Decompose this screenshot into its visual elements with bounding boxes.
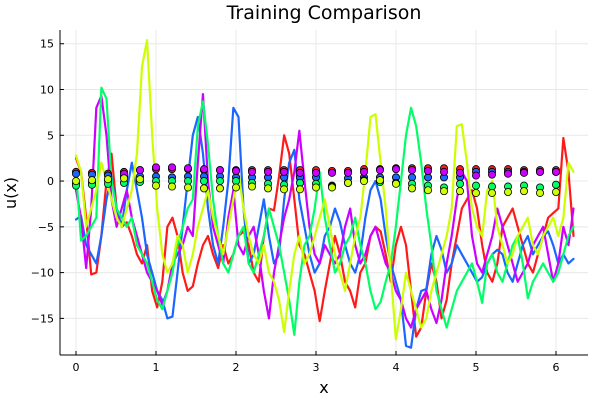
series-3-marker — [536, 167, 545, 176]
series-3-marker — [135, 166, 144, 175]
series-3-marker — [552, 167, 561, 176]
series-3-line — [74, 92, 575, 329]
series-3-marker — [455, 168, 464, 177]
series-3-marker — [343, 168, 352, 177]
series-3-marker — [199, 165, 208, 174]
x-axis-label: x — [319, 378, 328, 397]
series-3-marker — [215, 166, 224, 175]
x-tick-label: 6 — [553, 361, 560, 374]
series-5-marker — [135, 175, 144, 184]
series-5-marker — [183, 183, 192, 192]
series-5-marker — [88, 176, 97, 185]
y-tick-label: −10 — [31, 267, 54, 280]
series-3-marker — [439, 167, 448, 176]
series-3-marker — [279, 167, 288, 176]
series-4-marker — [455, 179, 464, 188]
series-3-marker — [311, 168, 320, 177]
series-3-marker — [407, 166, 416, 175]
x-tick-label: 1 — [153, 361, 160, 374]
series-2-line — [74, 106, 575, 349]
series-lines — [74, 38, 575, 349]
series-5-marker — [471, 188, 480, 197]
series-5-marker — [327, 183, 336, 192]
y-tick-label: −15 — [31, 312, 54, 325]
series-1-line — [74, 134, 575, 338]
series-3-marker — [375, 166, 384, 175]
series-3-marker — [359, 167, 368, 176]
series-3-marker — [247, 167, 256, 176]
y-tick-label: 15 — [40, 38, 54, 51]
series-5-marker — [120, 174, 129, 183]
series-5-marker — [231, 183, 240, 192]
series-5-marker — [455, 187, 464, 196]
series-5-marker — [536, 188, 545, 197]
series-3-marker — [327, 168, 336, 177]
series-3-marker — [263, 167, 272, 176]
x-tick-label: 4 — [393, 361, 400, 374]
series-5-marker — [407, 184, 416, 193]
series-5-marker — [311, 183, 320, 192]
x-tick-label: 2 — [233, 361, 240, 374]
series-5-marker — [263, 184, 272, 193]
series-4-marker — [215, 177, 224, 186]
series-5-marker — [503, 188, 512, 197]
axes: 0 1 2 3 4 5 6 −15 −10 −5 0 5 10 15 — [31, 30, 588, 374]
series-markers — [72, 163, 561, 197]
series-5-marker — [343, 178, 352, 187]
series-5-marker — [375, 176, 384, 185]
series-5-marker — [552, 188, 561, 197]
series-5-marker — [423, 186, 432, 195]
series-5-marker — [391, 179, 400, 188]
series-4-marker — [471, 181, 480, 190]
x-tick-label: 0 — [73, 361, 80, 374]
series-5-marker — [520, 187, 529, 196]
series-2-marker — [72, 169, 81, 178]
series-5-marker — [215, 184, 224, 193]
series-4-line — [74, 86, 575, 336]
series-3-marker — [151, 163, 160, 172]
x-tick-label: 3 — [313, 361, 320, 374]
series-3-marker — [167, 163, 176, 172]
series-3-marker — [423, 166, 432, 175]
series-3-marker — [295, 168, 304, 177]
series-5-marker — [151, 181, 160, 190]
series-3-marker — [391, 165, 400, 174]
series-3-marker — [231, 166, 240, 175]
series-5-marker — [439, 187, 448, 196]
series-5-marker — [104, 175, 113, 184]
series-3-marker — [471, 171, 480, 180]
series-5-marker — [72, 177, 81, 186]
x-tick-label: 5 — [473, 361, 480, 374]
y-tick-label: 5 — [47, 129, 54, 142]
series-5-marker — [247, 182, 256, 191]
y-axis-label: u(x) — [1, 177, 20, 209]
series-4-marker — [199, 177, 208, 186]
series-5-marker — [279, 185, 288, 194]
series-5-marker — [199, 184, 208, 193]
series-3-marker — [183, 164, 192, 173]
series-5-marker — [487, 188, 496, 197]
series-3-marker — [520, 168, 529, 177]
series-5-marker — [295, 185, 304, 194]
y-tick-label: 0 — [47, 175, 54, 188]
y-tick-label: −5 — [38, 221, 54, 234]
series-4-marker — [552, 180, 561, 189]
series-5-marker — [359, 177, 368, 186]
series-3-marker — [487, 170, 496, 179]
y-tick-label: 10 — [40, 84, 54, 97]
series-3-marker — [503, 169, 512, 178]
chart-title: Training Comparison — [226, 2, 422, 24]
series-5-marker — [167, 182, 176, 191]
